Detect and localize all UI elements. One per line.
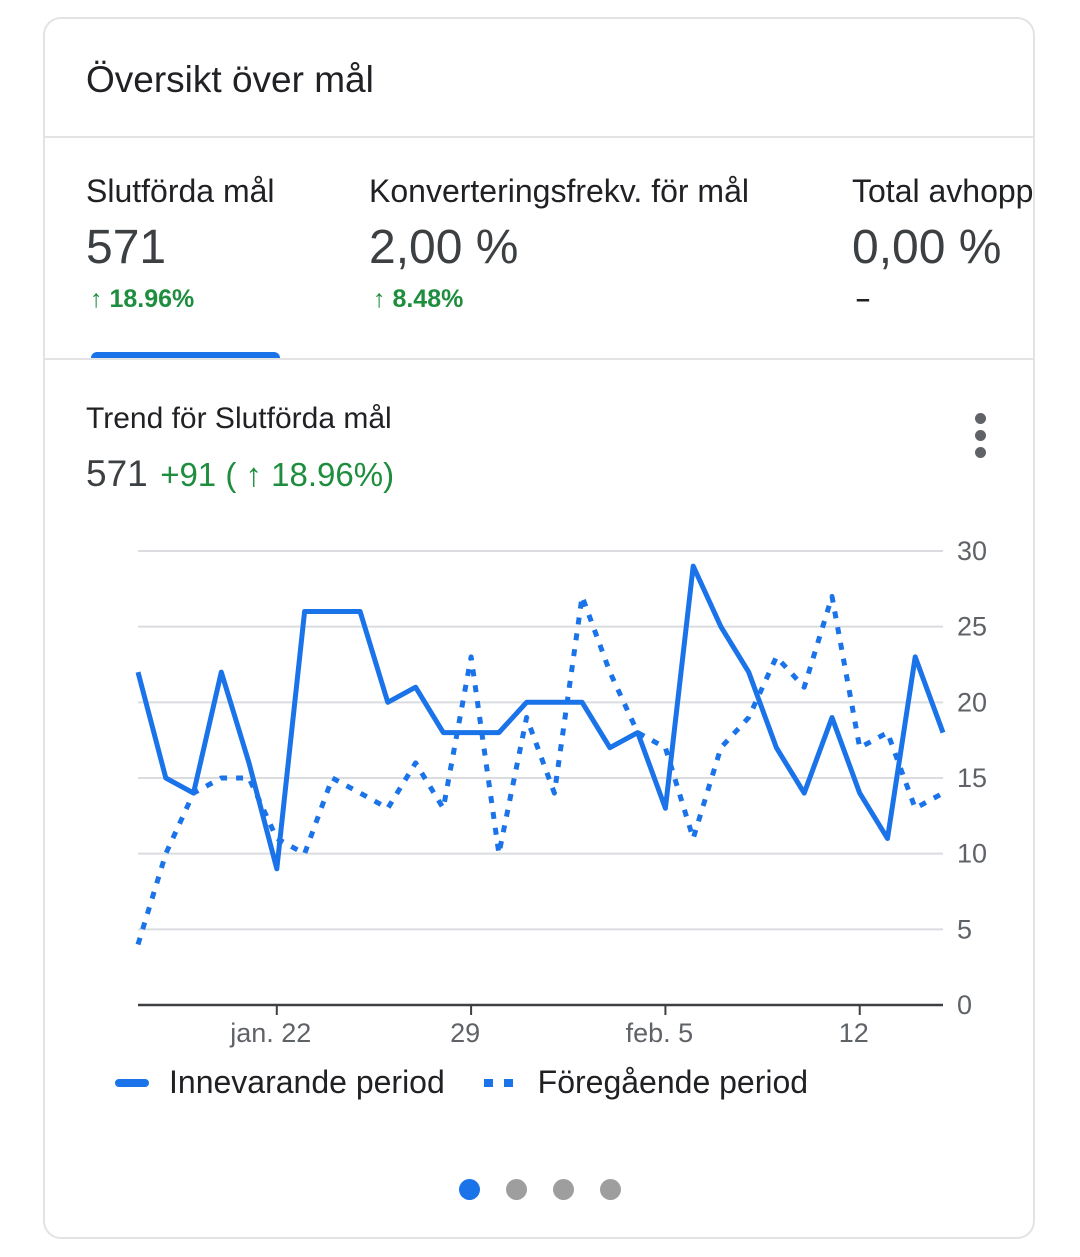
y-tick-label: 25 [957,612,987,642]
legend-item-previous-period[interactable]: Föregående period [483,1062,809,1101]
x-tick-label: 29 [450,1018,480,1048]
solid-line-icon [115,1078,149,1087]
metric-tabs: Slutförda mål 571 ↑ 18.96% Konverterings… [45,138,1033,358]
y-tick-label: 5 [957,914,972,944]
y-tick-label: 10 [957,839,987,869]
metric-label: Slutförda mål [86,173,275,209]
y-tick-label: 15 [957,763,987,793]
metric-label: Total avhoppsfrekvens [852,173,1033,209]
legend-label: Föregående period [537,1064,809,1101]
metric-value: 571 [86,221,167,274]
trend-value: 571 [86,453,148,494]
metric-change: ↑ 18.96% [90,285,195,313]
metric-label: Konverteringsfrekv. för mål [369,173,749,209]
metric-change: ↑ 8.48% [373,285,464,313]
trend-title: Trend för Slutförda mål [86,402,392,435]
menu-dot [975,413,986,424]
y-tick-label: 20 [957,687,987,717]
metric-change: – [856,285,870,313]
page-dot[interactable] [506,1179,527,1200]
more-vert-icon[interactable] [961,411,1001,461]
page-dot[interactable] [553,1179,574,1200]
series-line-current-period [135,563,946,872]
trend-summary: 571 +91 ( ↑ 18.96%) [86,453,394,495]
page-indicator [459,1179,647,1205]
metric-value: 0,00 % [852,221,1002,274]
legend-item-current-period[interactable]: Innevarande period [115,1062,445,1101]
x-tick-label: 12 [839,1018,869,1048]
menu-dot [975,447,986,458]
chart-legend: Innevarande period Föregående period [115,1061,838,1101]
trend-line-chart: 30 25 20 15 10 5 0 jan. 22 29 feb. 5 12 [135,536,987,1048]
x-tick-label: feb. 5 [626,1018,694,1048]
metrics-divider [45,358,1033,360]
x-tick-label: jan. 22 [229,1018,311,1048]
active-tab-indicator [91,352,280,360]
metric-tab-completed-goals[interactable]: Slutförda mål 571 ↑ 18.96% [86,138,336,358]
series-line-previous-period [135,593,945,946]
metric-tab-conversion-rate[interactable]: Konverteringsfrekv. för mål 2,00 % ↑ 8.4… [369,138,829,358]
legend-label: Innevarande period [169,1064,445,1101]
y-tick-label: 30 [957,536,987,566]
page-dot[interactable] [600,1179,621,1200]
y-tick-label: 0 [957,990,972,1020]
metric-tab-abandonment-rate[interactable]: Total avhoppsfrekvens 0,00 % – [852,138,1033,358]
metric-value: 2,00 % [369,221,519,274]
menu-dot [975,430,986,441]
card-title: Översikt över mål [86,59,374,100]
title-divider [45,136,1033,138]
page-dot[interactable] [459,1179,480,1200]
goals-overview-card: Översikt över mål Slutförda mål 571 ↑ 18… [43,17,1035,1239]
trend-change: +91 ( ↑ 18.96%) [160,456,395,493]
dotted-line-icon [483,1078,518,1087]
